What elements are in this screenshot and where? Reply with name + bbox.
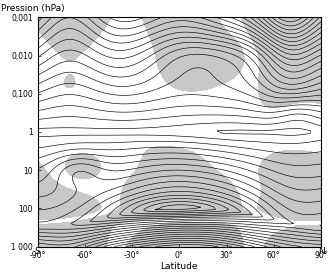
Text: S: S xyxy=(35,247,41,255)
Text: N: N xyxy=(318,247,324,255)
X-axis label: Latitude: Latitude xyxy=(161,262,198,271)
Text: Pression (hPa): Pression (hPa) xyxy=(1,4,64,13)
